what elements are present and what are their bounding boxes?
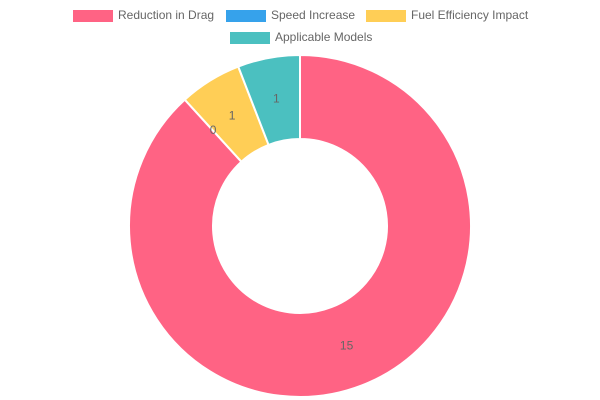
legend-swatch[interactable]	[73, 10, 113, 22]
legend-swatch[interactable]	[366, 10, 406, 22]
data-label: 0	[210, 123, 217, 137]
legend-label[interactable]: Speed Increase	[271, 8, 355, 22]
legend-swatch[interactable]	[230, 32, 270, 44]
legend-label[interactable]: Reduction in Drag	[118, 8, 214, 22]
legend-label[interactable]: Fuel Efficiency Impact	[411, 8, 529, 22]
legend-swatch[interactable]	[226, 10, 266, 22]
slice[interactable]	[128, 53, 472, 398]
data-label: 1	[229, 108, 236, 122]
slice[interactable]	[236, 53, 301, 147]
legend-label[interactable]: Applicable Models	[275, 30, 372, 44]
data-label: 1	[273, 91, 280, 105]
data-label: 15	[340, 338, 354, 352]
